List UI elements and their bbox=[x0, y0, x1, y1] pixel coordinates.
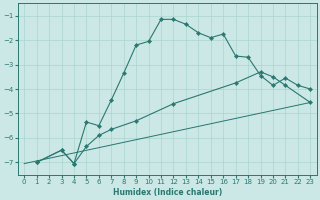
X-axis label: Humidex (Indice chaleur): Humidex (Indice chaleur) bbox=[113, 188, 222, 197]
